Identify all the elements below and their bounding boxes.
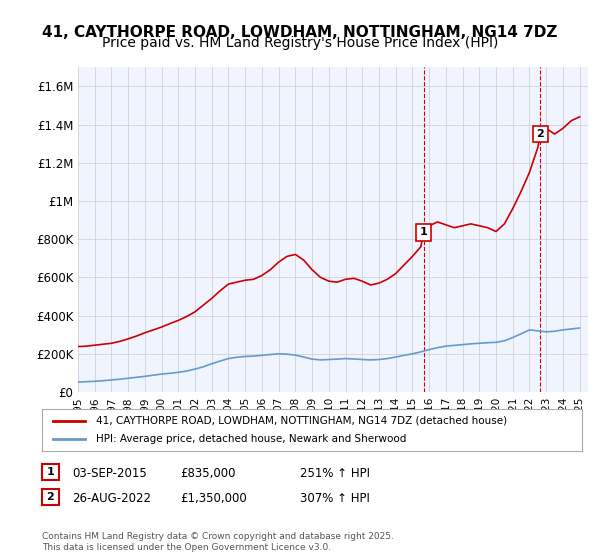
Text: 2: 2 xyxy=(47,492,54,502)
Text: 1: 1 xyxy=(47,467,54,477)
Text: HPI: Average price, detached house, Newark and Sherwood: HPI: Average price, detached house, Newa… xyxy=(96,434,406,444)
Text: 03-SEP-2015: 03-SEP-2015 xyxy=(72,466,147,480)
Text: £835,000: £835,000 xyxy=(180,466,235,480)
Text: Price paid vs. HM Land Registry's House Price Index (HPI): Price paid vs. HM Land Registry's House … xyxy=(102,36,498,50)
Text: 41, CAYTHORPE ROAD, LOWDHAM, NOTTINGHAM, NG14 7DZ: 41, CAYTHORPE ROAD, LOWDHAM, NOTTINGHAM,… xyxy=(43,25,557,40)
Text: 307% ↑ HPI: 307% ↑ HPI xyxy=(300,492,370,505)
Text: 2: 2 xyxy=(536,129,544,139)
Text: 26-AUG-2022: 26-AUG-2022 xyxy=(72,492,151,505)
Text: 1: 1 xyxy=(420,227,428,237)
Text: Contains HM Land Registry data © Crown copyright and database right 2025.
This d: Contains HM Land Registry data © Crown c… xyxy=(42,532,394,552)
Text: 41, CAYTHORPE ROAD, LOWDHAM, NOTTINGHAM, NG14 7DZ (detached house): 41, CAYTHORPE ROAD, LOWDHAM, NOTTINGHAM,… xyxy=(96,416,507,426)
Text: £1,350,000: £1,350,000 xyxy=(180,492,247,505)
Text: 251% ↑ HPI: 251% ↑ HPI xyxy=(300,466,370,480)
